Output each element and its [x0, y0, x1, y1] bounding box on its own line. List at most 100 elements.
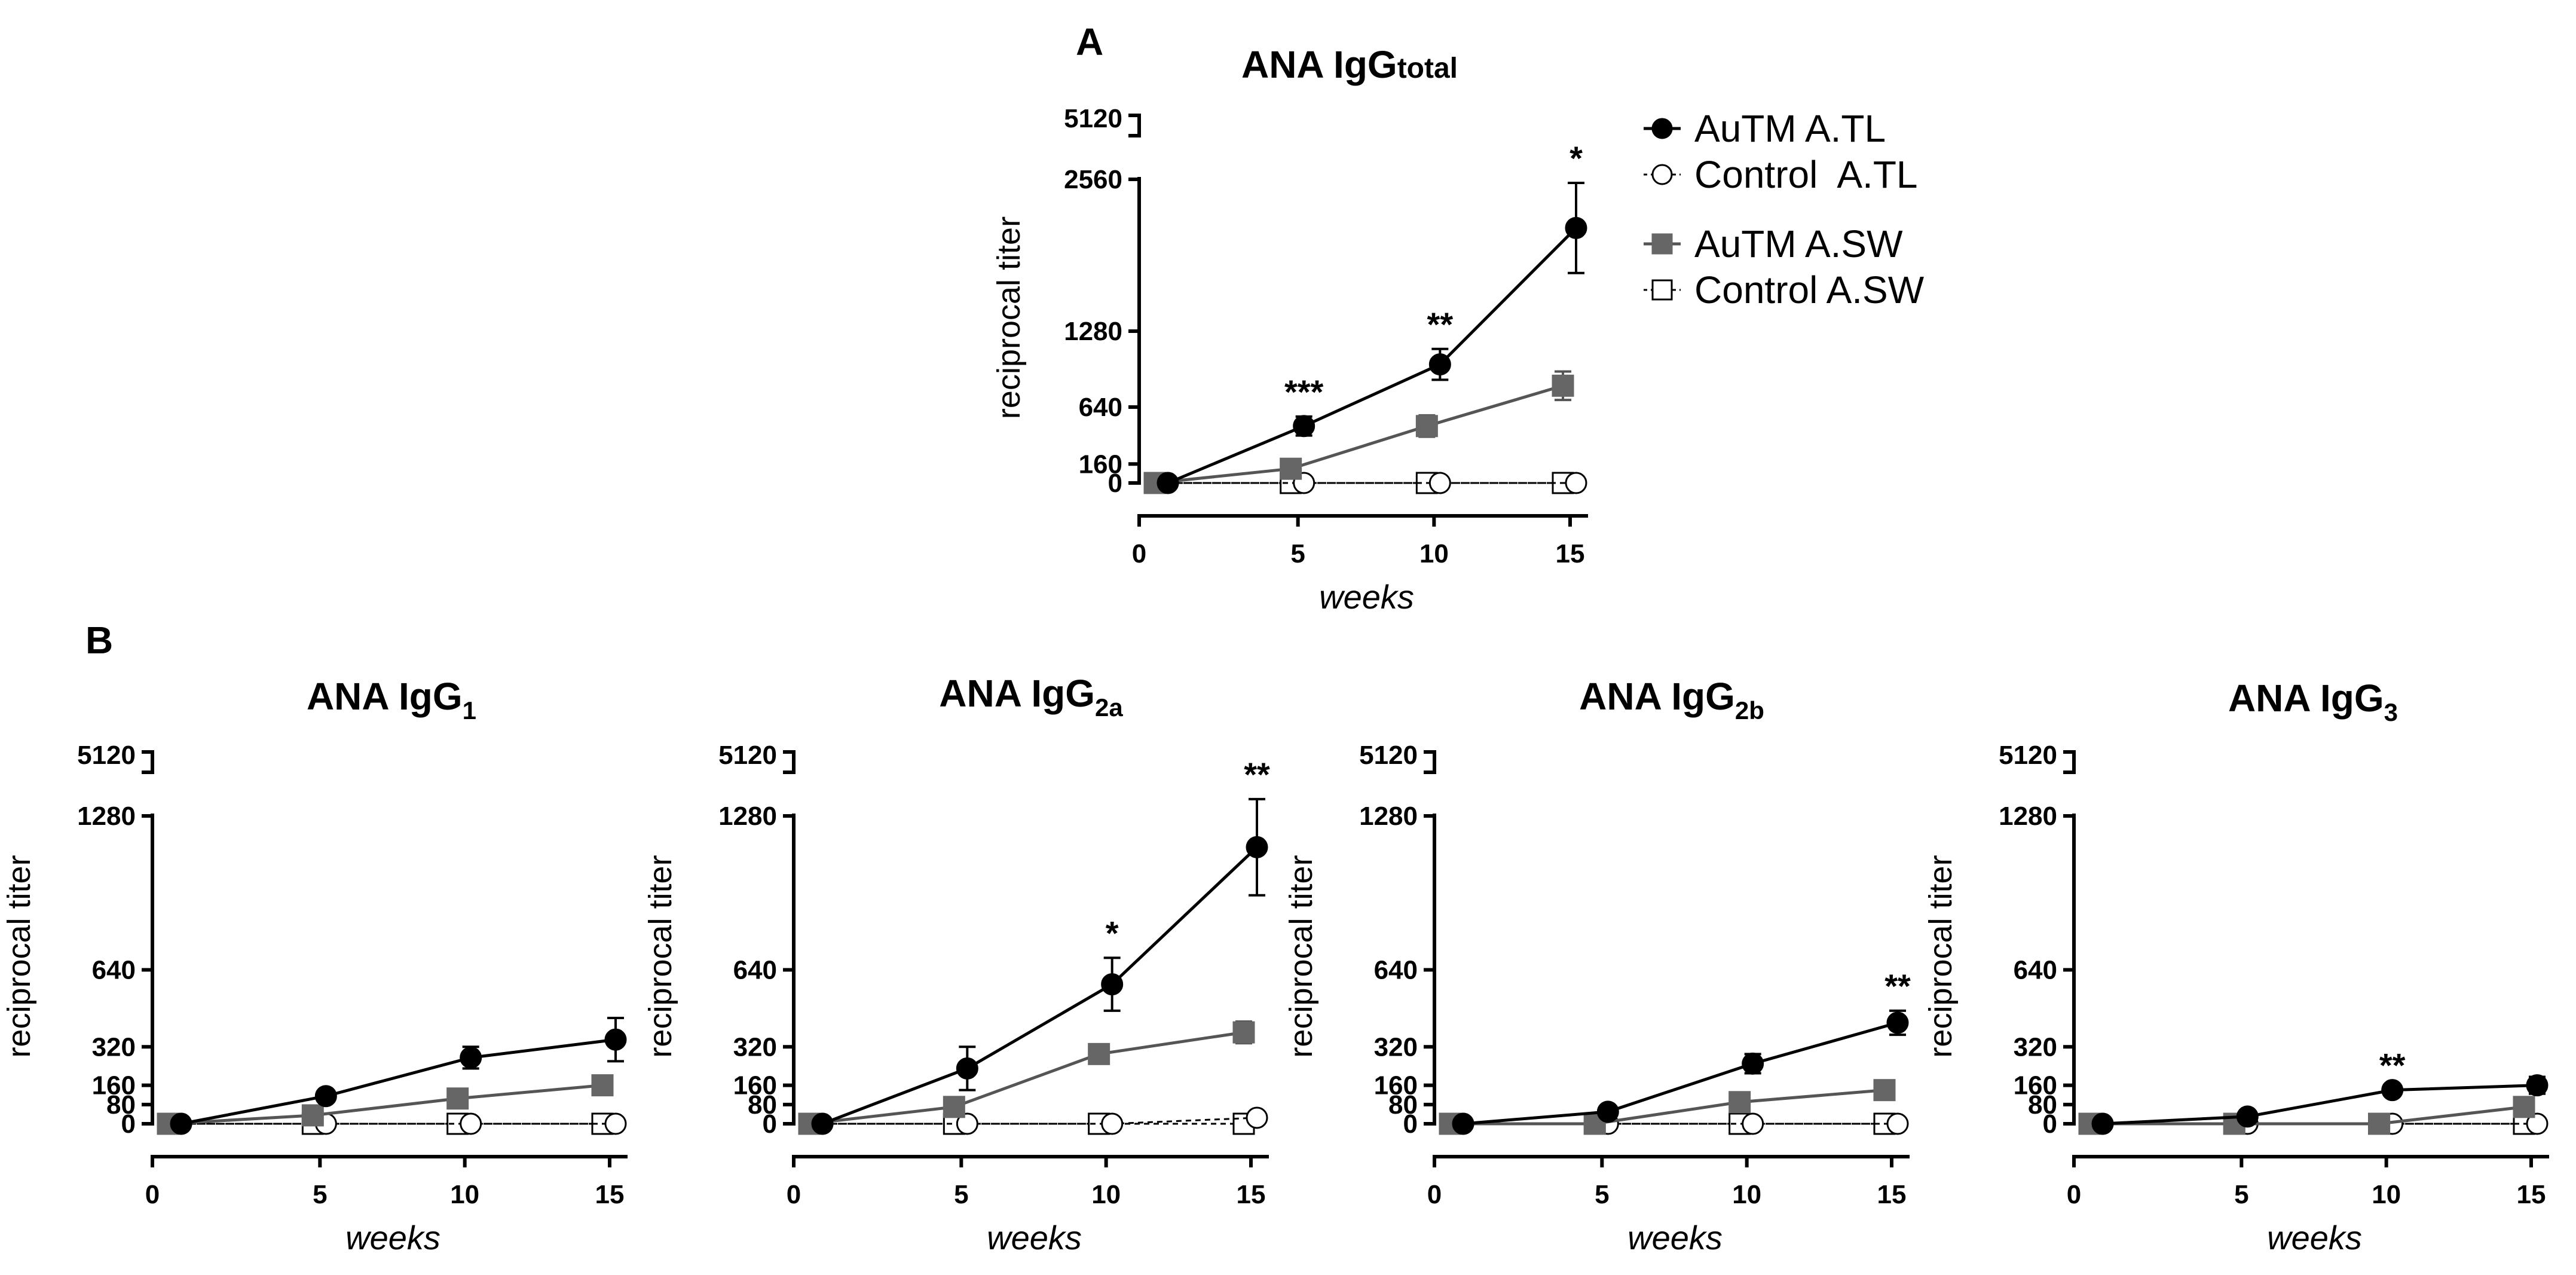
series-line-autm-a.sw — [1450, 1089, 1885, 1126]
data-point-circle — [1246, 1106, 1268, 1129]
chart-title: ANA IgG2b — [1579, 675, 1764, 724]
x-axis-label: weeks — [2267, 1219, 2362, 1256]
y-tick-label: 0 — [2043, 1109, 2057, 1139]
y-tick-label-break: 5120 — [1064, 104, 1122, 133]
y-tick-label: 2560 — [1064, 165, 1122, 194]
x-axis-label: weeks — [345, 1219, 440, 1256]
y-tick-label: 1280 — [77, 802, 136, 831]
chart-panel-4: ANA IgG2b51200801603206401280reciprocal … — [1283, 675, 1911, 1256]
data-point-square — [1552, 374, 1574, 397]
y-tick-label: 640 — [1374, 956, 1418, 985]
y-tick-label: 160 — [1079, 450, 1122, 479]
significance-marker: ** — [1884, 967, 1911, 1005]
y-tick-label: 80 — [106, 1090, 136, 1120]
y-tick-label: 0 — [121, 1109, 136, 1139]
data-point-square — [1088, 1042, 1110, 1065]
data-point-circle — [1101, 973, 1124, 996]
data-point-square — [446, 1087, 469, 1110]
x-axis-label: weeks — [1627, 1219, 1723, 1256]
legend-label: AuTM A.TL — [1694, 107, 1886, 150]
x-tick-label: 0 — [1132, 539, 1146, 568]
legend-label: Control A.TL — [1694, 153, 1918, 196]
chart-title: ANA IgGtotal — [1241, 43, 1458, 86]
x-tick-label: 10 — [2372, 1180, 2401, 1209]
x-tick-label: 15 — [2517, 1180, 2546, 1209]
y-tick-label: 80 — [2028, 1090, 2057, 1120]
y-tick-label: 640 — [2014, 956, 2057, 985]
data-point-circle — [956, 1057, 978, 1080]
legend-marker-square — [1651, 279, 1673, 301]
data-point-circle — [460, 1046, 482, 1069]
y-tick-label-break: 5120 — [77, 741, 136, 770]
data-point-square — [1873, 1079, 1896, 1102]
y-tick-label: 320 — [2014, 1032, 2057, 1062]
legend-label: AuTM A.SW — [1694, 222, 1903, 265]
x-tick-label: 15 — [1877, 1180, 1907, 1209]
data-point-square — [2368, 1112, 2391, 1135]
series-line-autm-a.tl — [180, 1038, 616, 1126]
y-tick-label: 640 — [1079, 393, 1122, 422]
y-tick-label: 80 — [748, 1090, 777, 1120]
x-axis-label: weeks — [1319, 578, 1414, 616]
data-point-circle — [1246, 836, 1268, 858]
y-tick-label: 1280 — [1064, 317, 1122, 346]
y-tick-label-break: 5120 — [718, 741, 777, 770]
series-line-autm-a.tl — [1463, 1021, 1898, 1126]
series-line-autm-a.tl — [822, 846, 1258, 1126]
x-tick-label: 5 — [313, 1180, 327, 1209]
data-point-circle — [956, 1112, 978, 1135]
legend-item: Control A.TL — [1644, 153, 1918, 196]
data-point-circle — [2381, 1079, 2404, 1102]
x-tick-label: 5 — [1290, 539, 1305, 568]
y-tick-label: 80 — [1388, 1090, 1418, 1120]
x-tick-label: 15 — [1556, 539, 1585, 568]
data-point-square — [943, 1096, 965, 1118]
significance-marker: * — [1570, 139, 1583, 177]
y-tick-label-break: 5120 — [1999, 741, 2057, 770]
data-point-circle — [2526, 1074, 2549, 1097]
significance-marker: ** — [1244, 756, 1270, 793]
series-line-autm-a.tl — [1167, 227, 1577, 485]
x-tick-label: 10 — [1732, 1180, 1761, 1209]
legend-item: Control A.SW — [1644, 268, 1925, 311]
series-line-control-a.tl — [822, 1117, 1258, 1125]
x-tick-label: 15 — [1237, 1180, 1266, 1209]
data-point-circle — [1428, 353, 1451, 376]
data-point-circle — [460, 1112, 482, 1135]
data-point-circle — [1293, 415, 1315, 438]
panel-letter: A — [1076, 20, 1103, 63]
data-point-square — [301, 1104, 324, 1127]
data-point-circle — [2236, 1105, 2259, 1128]
data-point-circle — [811, 1112, 834, 1135]
y-tick-label: 160 — [733, 1071, 777, 1100]
y-axis-label: reciprocal titer — [1283, 855, 1319, 1057]
data-point-square — [2513, 1096, 2535, 1118]
legend-marker-square — [1651, 233, 1673, 255]
data-point-square — [1415, 415, 1438, 438]
significance-marker: ** — [2379, 1047, 2406, 1084]
data-point-circle — [1428, 472, 1451, 494]
data-point-circle — [1157, 472, 1179, 494]
data-point-circle — [1742, 1112, 1764, 1135]
x-axis-label: weeks — [987, 1219, 1082, 1256]
x-tick-label: 5 — [954, 1180, 968, 1209]
data-point-square — [1280, 457, 1302, 480]
y-tick-label: 1280 — [1359, 802, 1418, 831]
x-tick-label: 5 — [1595, 1180, 1609, 1209]
x-tick-label: 10 — [1419, 539, 1449, 568]
data-point-square — [1728, 1091, 1751, 1114]
series-line-autm-a.tl — [2102, 1084, 2538, 1126]
y-tick-label: 320 — [733, 1032, 777, 1062]
legend-marker-circle — [1651, 118, 1673, 139]
data-point-circle — [1886, 1011, 1909, 1034]
x-tick-label: 0 — [787, 1180, 801, 1209]
y-axis-label: reciprocal titer — [1, 855, 37, 1057]
x-tick-label: 10 — [450, 1180, 479, 1209]
data-point-circle — [604, 1028, 627, 1051]
legend-label: Control A.SW — [1694, 268, 1925, 311]
data-point-circle — [604, 1112, 627, 1135]
